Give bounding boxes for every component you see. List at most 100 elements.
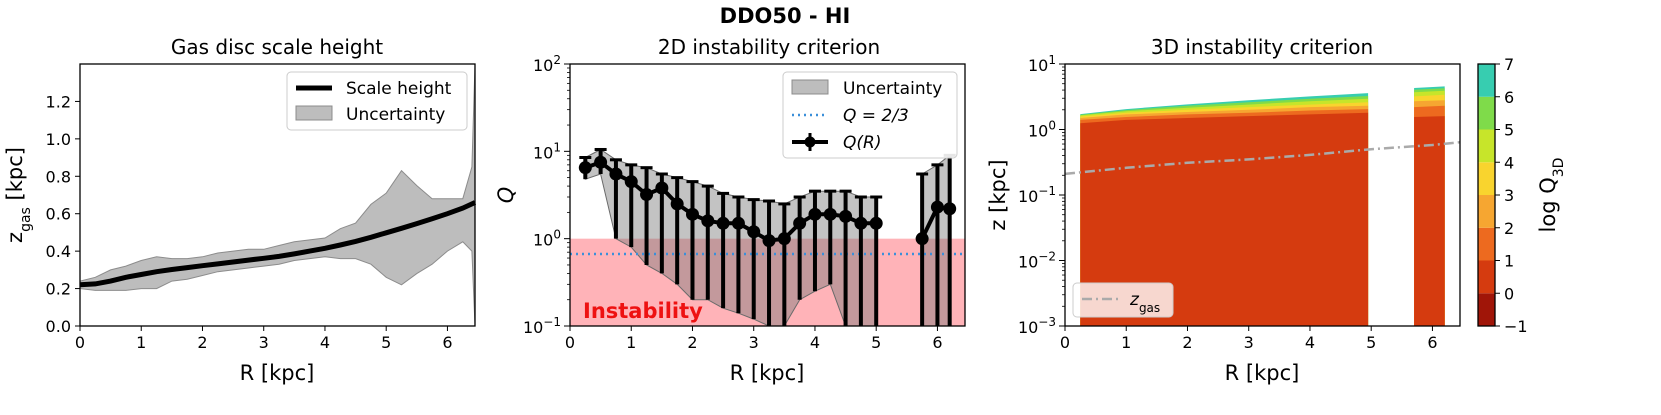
colorbar-tick-label: 3 xyxy=(1504,186,1514,205)
q-point xyxy=(685,207,699,221)
panel2-ytick-label: 100 xyxy=(533,228,561,250)
panel2-points-layer xyxy=(578,155,957,248)
panel1-xtick-label: 2 xyxy=(197,333,207,352)
panel2-ytick-label: 102 xyxy=(533,53,561,75)
panel3-yticks: 10−3 10−2 10−1 100 101 xyxy=(1018,53,1065,337)
q-point xyxy=(854,216,868,230)
panel1-legend-uncertainty: Uncertainty xyxy=(346,105,445,125)
panel1-axes-frame xyxy=(79,63,476,327)
panel1-ytick-label: 0.8 xyxy=(46,167,71,186)
panel3-legend-box xyxy=(1072,282,1174,318)
panel3-ytick-label: 100 xyxy=(1028,119,1056,141)
panel3-contour-layer xyxy=(1080,86,1445,327)
panel2-title: 2D instability criterion xyxy=(658,35,880,59)
panel3-ylabel: z [kpc] xyxy=(986,159,1010,230)
panel2-legend: Uncertainty Q = 2/3 Q(R) xyxy=(782,71,958,159)
panel2-ytick-label: 10−1 xyxy=(523,315,561,337)
colorbar-swatch xyxy=(1478,227,1495,261)
q-point xyxy=(777,232,791,246)
panel3-title: 3D instability criterion xyxy=(1151,35,1373,59)
panel1-ylabel-unit: [kpc] xyxy=(3,147,27,207)
q-point xyxy=(930,200,944,214)
q-point xyxy=(701,214,715,228)
panel2-yticks: 10−1 100 101 102 xyxy=(523,53,570,337)
panel2-xtick-label: 0 xyxy=(565,333,575,352)
panel1-title: Gas disc scale height xyxy=(171,35,383,59)
q-point xyxy=(640,188,654,202)
panel2-errorbar-layer xyxy=(579,147,956,326)
scale-height-line xyxy=(79,200,477,288)
colorbar-label-sub: 3D xyxy=(1551,158,1567,178)
q-point xyxy=(747,225,761,239)
panel1-line-layer xyxy=(79,200,477,288)
instability-label: Instability xyxy=(583,299,703,323)
panel2-ylabel: Q xyxy=(494,187,518,204)
colorbar-swatch xyxy=(1478,260,1495,294)
panel1-ylabel-main: z xyxy=(3,232,27,243)
panel2-ytick-label: 101 xyxy=(533,140,561,162)
panel1-ytick-label: 0.0 xyxy=(46,317,71,336)
colorbar-ticks: −1 0 1 2 3 4 5 6 7 xyxy=(1495,55,1528,336)
panel-2d-instability: 2D instability criterion Instability 0 1 2… xyxy=(494,35,966,385)
panel1-ytick-label: 0.2 xyxy=(46,280,71,299)
q-point xyxy=(808,207,822,221)
zgas-line xyxy=(1064,140,1461,176)
q-point xyxy=(716,216,730,230)
q-point xyxy=(915,232,929,246)
q-point xyxy=(578,161,592,175)
colorbar-swatch xyxy=(1478,293,1495,326)
panel2-xtick-label: 6 xyxy=(932,333,942,352)
panel3-xtick-label: 4 xyxy=(1305,333,1315,352)
colorbar-swatch xyxy=(1478,64,1495,97)
colorbar-tick-label: 6 xyxy=(1504,88,1514,107)
contour-level-0–1-seg1 xyxy=(1414,116,1445,326)
panel1-xtick-label: 6 xyxy=(442,333,452,352)
panel3-xtick-label: 3 xyxy=(1244,333,1254,352)
panel1-xtick-label: 3 xyxy=(259,333,269,352)
panel3-xtick-label: 6 xyxy=(1427,333,1437,352)
panel2-xlabel: R [kpc] xyxy=(730,361,805,385)
q-point xyxy=(839,209,853,223)
colorbar-frame xyxy=(1477,63,1496,327)
q-point xyxy=(609,167,623,181)
panel3-xtick-label: 1 xyxy=(1121,333,1131,352)
panel1-xtick-label: 1 xyxy=(136,333,146,352)
suptitle: DDO50 - HI xyxy=(720,4,851,28)
panel1-xticks: 0 1 2 3 4 5 6 xyxy=(75,326,453,352)
q-point xyxy=(624,175,638,189)
panel3-legend-zgas-sub: gas xyxy=(1139,301,1160,315)
colorbar-tick-label: 0 xyxy=(1504,284,1514,303)
panel1-ylabel-sub: gas xyxy=(18,207,34,232)
panel2-axes-frame xyxy=(569,63,966,327)
q-point xyxy=(793,216,807,230)
panel2-legend-q-marker xyxy=(804,136,816,148)
colorbar-tick-label: −1 xyxy=(1504,317,1528,336)
panel2-xtick-label: 1 xyxy=(626,333,636,352)
panel1-xlabel: R [kpc] xyxy=(240,361,315,385)
q-point xyxy=(943,202,957,216)
panel2-legend-threshold: Q = 2/3 xyxy=(843,106,909,126)
colorbar-swatch xyxy=(1478,129,1495,163)
q-point xyxy=(594,155,608,169)
panel1-ytick-label: 1.2 xyxy=(46,92,71,111)
colorbar-label-main: log Q xyxy=(1536,177,1560,232)
q-point xyxy=(670,197,684,211)
panel1-yticks: 0.0 0.2 0.4 0.6 0.8 1.0 1.2 xyxy=(46,92,80,336)
panel1-ytick-label: 0.4 xyxy=(46,242,71,261)
panel1-ylabel: zgas [kpc] xyxy=(3,147,34,243)
panel3-ytick-label: 101 xyxy=(1028,53,1056,75)
panel3-zgas-layer xyxy=(1064,140,1461,176)
panel3-xtick-label: 2 xyxy=(1182,333,1192,352)
panel3-legend-zgas: zgas xyxy=(1129,290,1160,315)
colorbar-tick-label: 4 xyxy=(1504,153,1514,172)
panel2-xtick-label: 3 xyxy=(749,333,759,352)
panel2-xtick-label: 5 xyxy=(871,333,881,352)
q-point xyxy=(823,207,837,221)
panel2-legend-uncertainty: Uncertainty xyxy=(843,79,942,99)
panel2-xtick-label: 4 xyxy=(810,333,820,352)
panel3-ytick-label: 10−2 xyxy=(1018,250,1056,272)
panel2-legend-q: Q(R) xyxy=(843,133,881,153)
colorbar-tick-label: 7 xyxy=(1504,55,1514,74)
